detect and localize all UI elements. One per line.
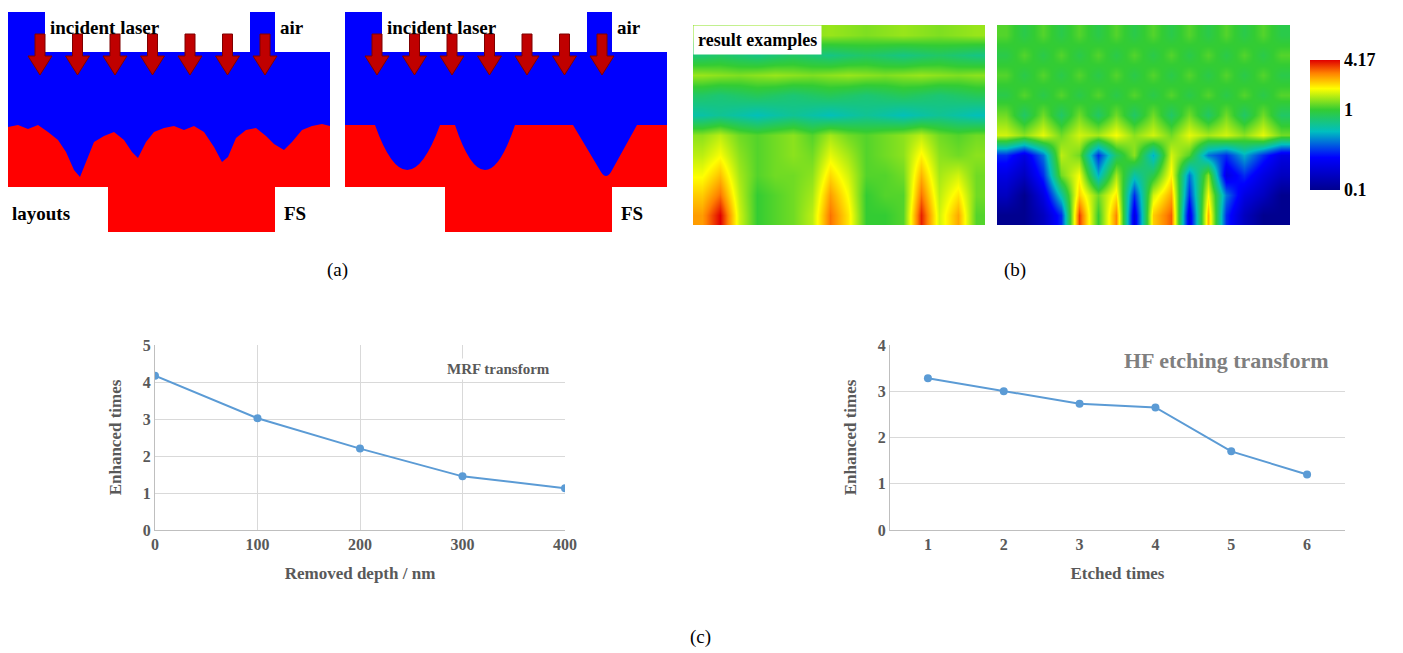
svg-text:4: 4 <box>878 337 886 354</box>
svg-text:200: 200 <box>348 536 372 553</box>
svg-text:incident laser: incident laser <box>387 17 497 38</box>
svg-text:layouts: layouts <box>12 203 70 224</box>
svg-text:1: 1 <box>143 485 151 502</box>
svg-text:MRF transform: MRF transform <box>447 361 550 377</box>
svg-text:1: 1 <box>1344 100 1353 120</box>
svg-text:0.1: 0.1 <box>1344 180 1367 200</box>
svg-text:100: 100 <box>246 536 270 553</box>
svg-text:3: 3 <box>878 383 886 400</box>
svg-text:6: 6 <box>1303 536 1311 553</box>
svg-text:0: 0 <box>151 536 159 553</box>
svg-text:FS: FS <box>284 203 306 224</box>
svg-text:0: 0 <box>143 522 151 539</box>
svg-text:4: 4 <box>1151 536 1159 553</box>
svg-text:1: 1 <box>924 536 932 553</box>
svg-text:5: 5 <box>143 337 151 354</box>
svg-text:3: 3 <box>1076 536 1084 553</box>
svg-text:400: 400 <box>553 536 577 553</box>
svg-text:air: air <box>280 17 304 38</box>
svg-text:1: 1 <box>878 475 886 492</box>
svg-text:Enhanced times: Enhanced times <box>106 379 125 495</box>
svg-text:(c): (c) <box>690 626 711 648</box>
svg-text:300: 300 <box>451 536 475 553</box>
svg-text:2: 2 <box>878 429 886 446</box>
svg-text:4: 4 <box>143 374 151 391</box>
svg-text:0: 0 <box>878 522 886 539</box>
svg-text:3: 3 <box>143 411 151 428</box>
svg-text:Removed depth / nm: Removed depth / nm <box>285 564 436 583</box>
svg-text:(a): (a) <box>327 259 348 281</box>
svg-text:(b): (b) <box>1004 259 1026 281</box>
svg-text:2: 2 <box>1000 536 1008 553</box>
svg-text:FS: FS <box>621 203 643 224</box>
svg-text:Enhanced times: Enhanced times <box>841 379 860 495</box>
svg-text:5: 5 <box>1227 536 1235 553</box>
svg-text:incident laser: incident laser <box>50 17 160 38</box>
svg-text:4.17: 4.17 <box>1344 50 1376 70</box>
svg-text:HF etching transform: HF etching transform <box>1124 348 1328 373</box>
svg-text:result examples: result examples <box>698 30 817 50</box>
svg-text:air: air <box>617 17 641 38</box>
svg-text:2: 2 <box>143 448 151 465</box>
svg-text:Etched times: Etched times <box>1071 564 1165 583</box>
